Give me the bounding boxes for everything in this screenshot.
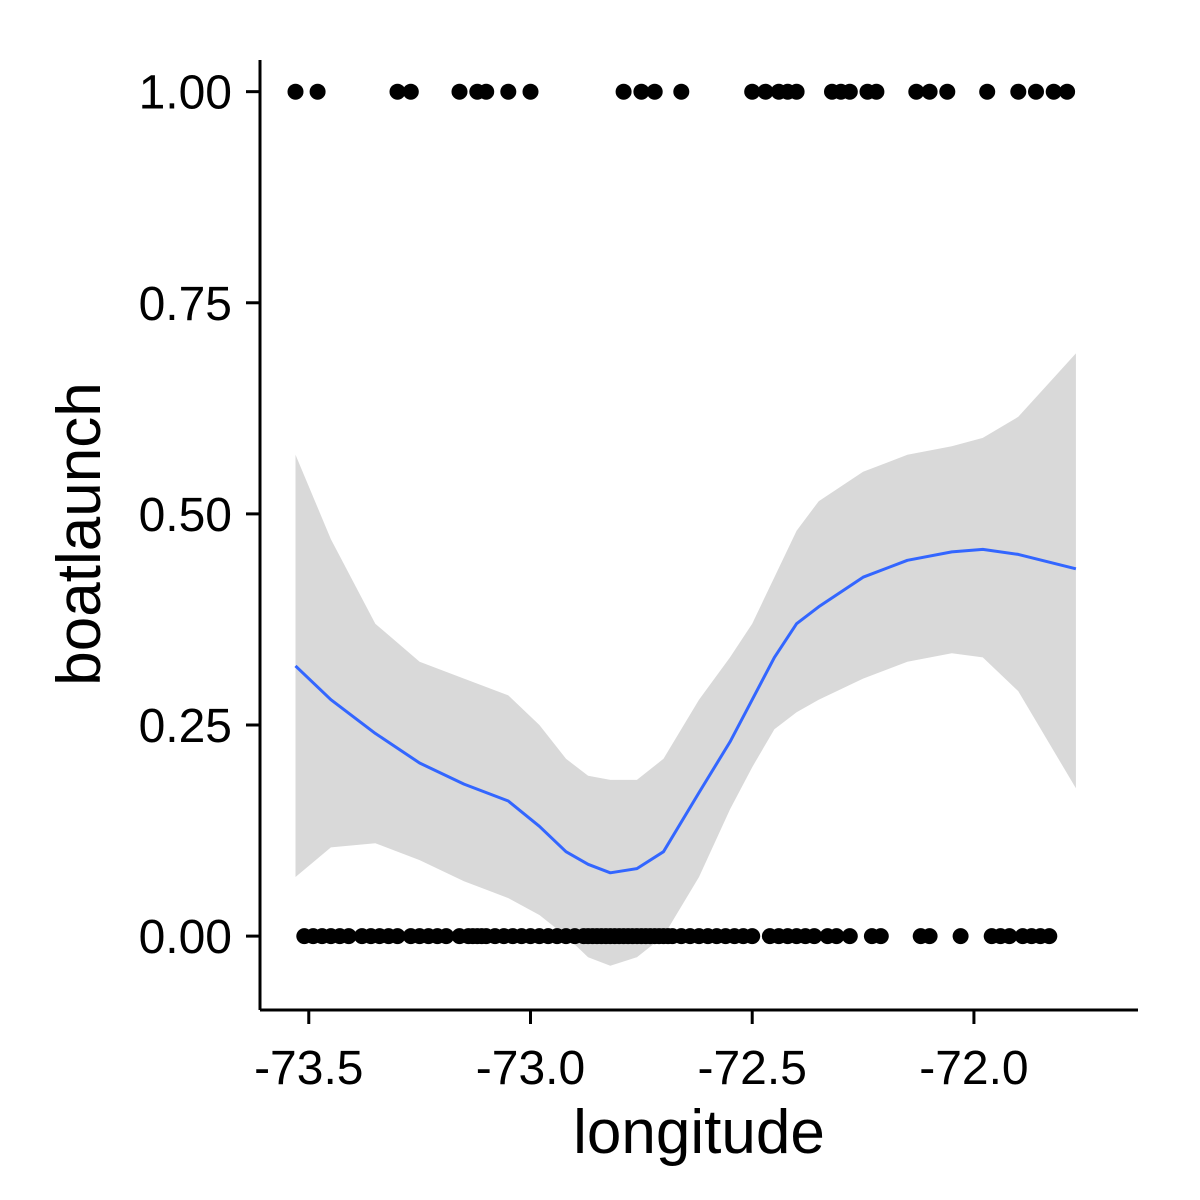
x-axis-title: longitude [573, 1098, 825, 1167]
points-layer [287, 83, 1076, 945]
smooth-line [294, 547, 1077, 875]
data-point [1028, 83, 1044, 100]
data-point [1059, 83, 1076, 100]
data-point [478, 83, 495, 100]
data-point [979, 83, 996, 100]
data-point [939, 83, 956, 100]
data-point [952, 928, 969, 945]
data-point [757, 83, 774, 100]
y-tick-label: 0.25 [139, 700, 232, 753]
data-point [615, 83, 632, 100]
data-point [868, 83, 885, 100]
data-point [389, 83, 406, 100]
data-point [788, 83, 805, 100]
smooth-line-layer [294, 547, 1077, 875]
data-point [673, 83, 690, 100]
x-tick-label: -72.0 [919, 1042, 1028, 1095]
x-tick-label: -73.5 [254, 1042, 363, 1095]
data-point [1045, 83, 1062, 100]
data-point [340, 928, 357, 945]
data-point [438, 928, 455, 945]
data-point [921, 83, 938, 100]
data-point [841, 928, 858, 945]
data-point [806, 928, 823, 945]
data-point [908, 83, 925, 100]
axes-layer: -73.5 -73.0 -72.5 -72.0 0.00 0.25 0.50 0.75 1.00 [139, 60, 1138, 1095]
data-point [921, 928, 938, 945]
confidence-ribbon-layer [295, 353, 1076, 966]
data-point [451, 83, 468, 100]
x-tick-label: -73.0 [476, 1042, 585, 1095]
y-tick-label: 0.50 [139, 489, 232, 542]
data-point [744, 928, 761, 945]
y-tick-label: 0.00 [139, 911, 232, 964]
data-point [633, 83, 650, 100]
data-point [402, 83, 419, 100]
data-point [872, 928, 889, 945]
data-point [1001, 928, 1018, 945]
data-point [287, 83, 304, 100]
x-tick-label: -72.5 [698, 1042, 807, 1095]
y-tick-label: 1.00 [139, 67, 232, 120]
data-point [500, 83, 517, 100]
data-point [1010, 83, 1027, 100]
data-point [522, 83, 539, 100]
data-point [828, 928, 845, 945]
data-point [841, 83, 858, 100]
data-point [744, 83, 761, 100]
y-tick-label: 0.75 [139, 278, 232, 331]
data-point [1041, 928, 1058, 945]
confidence-ribbon [295, 353, 1076, 966]
data-point [389, 928, 406, 945]
data-point [646, 83, 663, 100]
data-point [309, 83, 326, 100]
y-axis-title: boatlaunch [45, 382, 114, 685]
